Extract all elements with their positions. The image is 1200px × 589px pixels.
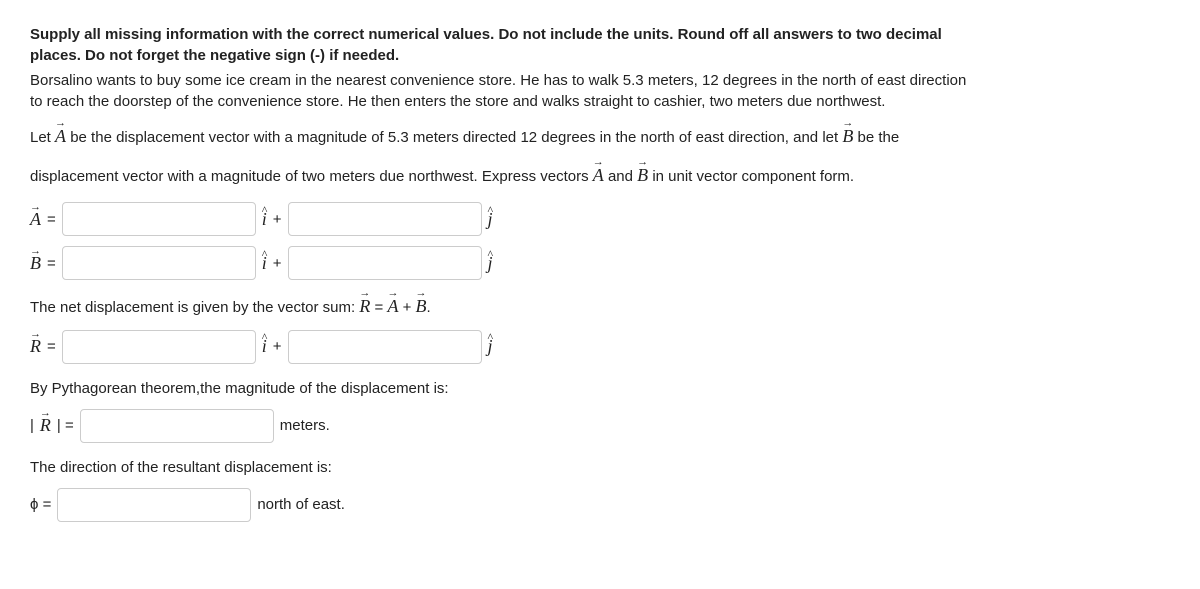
mag-r-row: | →R | = meters. <box>30 409 1170 443</box>
j-hat: ^j <box>488 336 493 357</box>
vector-a-row: →A = ^i + ^j <box>30 202 1170 236</box>
net-end: . <box>427 299 431 316</box>
north-of-east-label: north of east. <box>257 496 345 513</box>
pythagorean-line: By Pythagorean theorem,the magnitude of … <box>30 378 1170 399</box>
plus: + <box>273 211 282 228</box>
let-pre: Let <box>30 129 55 146</box>
let-post: be the <box>858 129 900 146</box>
disp-pre: displacement vector with a magnitude of … <box>30 168 593 185</box>
a-i-input[interactable] <box>62 202 256 236</box>
r-i-input[interactable] <box>62 330 256 364</box>
story-line2: to reach the doorstep of the convenience… <box>30 93 885 110</box>
equals: = <box>47 211 56 228</box>
j-hat: ^j <box>488 209 493 230</box>
vector-a-symbol-3: →A <box>387 294 398 319</box>
phi-input[interactable] <box>57 488 251 522</box>
equals: = <box>47 255 56 272</box>
vector-r-label: →R <box>30 336 41 357</box>
disp-post: in unit vector component form. <box>652 168 854 185</box>
disp-and: and <box>608 168 637 185</box>
vector-r-row: →R = ^i + ^j <box>30 330 1170 364</box>
mag-close: | = <box>57 417 74 434</box>
vector-b-row: →B = ^i + ^j <box>30 246 1170 280</box>
mag-open: | <box>30 417 34 434</box>
net-plus: + <box>403 299 416 316</box>
i-hat: ^i <box>262 253 267 274</box>
a-j-input[interactable] <box>288 202 482 236</box>
phi-row: ϕ = north of east. <box>30 488 1170 522</box>
vector-b-label: →B <box>30 253 41 274</box>
plus: + <box>273 255 282 272</box>
instruction-line2: places. Do not forget the negative sign … <box>30 47 399 64</box>
story-line1: Borsalino wants to buy some ice cream in… <box>30 72 966 89</box>
equals: = <box>47 338 56 355</box>
j-hat: ^j <box>488 253 493 274</box>
direction-line: The direction of the resultant displacem… <box>30 457 1170 478</box>
vector-r-mag: →R <box>40 415 51 436</box>
i-hat: ^i <box>262 209 267 230</box>
plus: + <box>273 338 282 355</box>
vector-b-symbol-2: →B <box>637 163 648 188</box>
b-i-input[interactable] <box>62 246 256 280</box>
b-j-input[interactable] <box>288 246 482 280</box>
meters-label: meters. <box>280 417 330 434</box>
vector-a-symbol-2: →A <box>593 163 604 188</box>
vector-a-symbol: →A <box>55 124 66 149</box>
mag-r-input[interactable] <box>80 409 274 443</box>
i-hat: ^i <box>262 336 267 357</box>
vector-r-symbol: →R <box>359 294 370 319</box>
net-eq: = <box>375 299 388 316</box>
r-j-input[interactable] <box>288 330 482 364</box>
net-pre: The net displacement is given by the vec… <box>30 299 359 316</box>
vector-b-symbol-3: →B <box>416 294 427 319</box>
vector-a-label: →A <box>30 209 41 230</box>
let-mid: be the displacement vector with a magnit… <box>70 129 842 146</box>
instruction-line1: Supply all missing information with the … <box>30 26 942 43</box>
vector-b-symbol: →B <box>842 124 853 149</box>
phi-label: ϕ = <box>30 496 51 513</box>
